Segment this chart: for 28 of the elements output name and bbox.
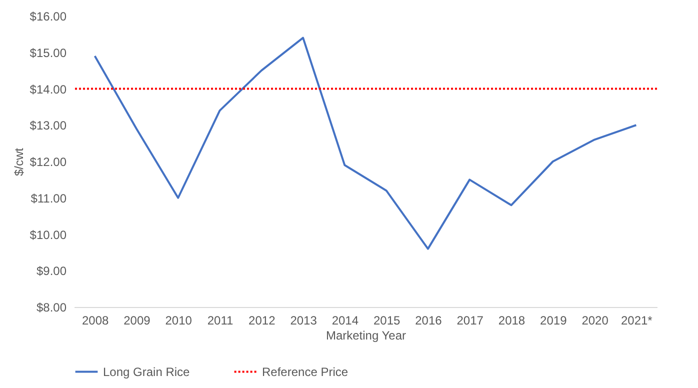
y-tick-label: $15.00	[30, 46, 67, 60]
y-tick-label: $14.00	[30, 82, 67, 96]
y-tick-label: $10.00	[30, 228, 67, 242]
y-tick-label: $9.00	[36, 264, 67, 278]
x-tick-label: 2012	[248, 314, 276, 328]
x-tick-label: 2009	[124, 314, 151, 328]
legend-label: Long Grain Rice	[103, 364, 190, 379]
y-tick-label: $16.00	[30, 10, 67, 24]
x-tick-label: 2015	[373, 314, 400, 328]
legend-label: Reference Price	[262, 364, 348, 379]
y-axis-title: $/cwt	[12, 147, 26, 176]
y-tick-label: $8.00	[36, 300, 67, 314]
y-tick-label: $13.00	[30, 118, 67, 133]
x-tick-label: 2008	[82, 314, 109, 328]
y-tick-label: $11.00	[30, 191, 67, 206]
line-series	[94, 36, 638, 250]
x-tick-label: 2013	[290, 314, 318, 328]
x-tick-label: 2019	[540, 314, 568, 328]
x-tick-label: 2011	[207, 314, 234, 328]
x-tick-label: 2010	[165, 314, 192, 328]
x-tick-label: 2020	[582, 314, 609, 328]
x-tick-label: 2014	[332, 314, 359, 328]
x-tick-label: 2021*	[620, 314, 653, 328]
x-tick-label: 2017	[456, 314, 484, 328]
x-axis-title: Marketing Year	[326, 328, 406, 342]
x-tick-label: 2016	[415, 314, 442, 328]
x-tick-label: 2018	[498, 314, 526, 328]
y-tick-label: $12.00	[30, 155, 67, 169]
